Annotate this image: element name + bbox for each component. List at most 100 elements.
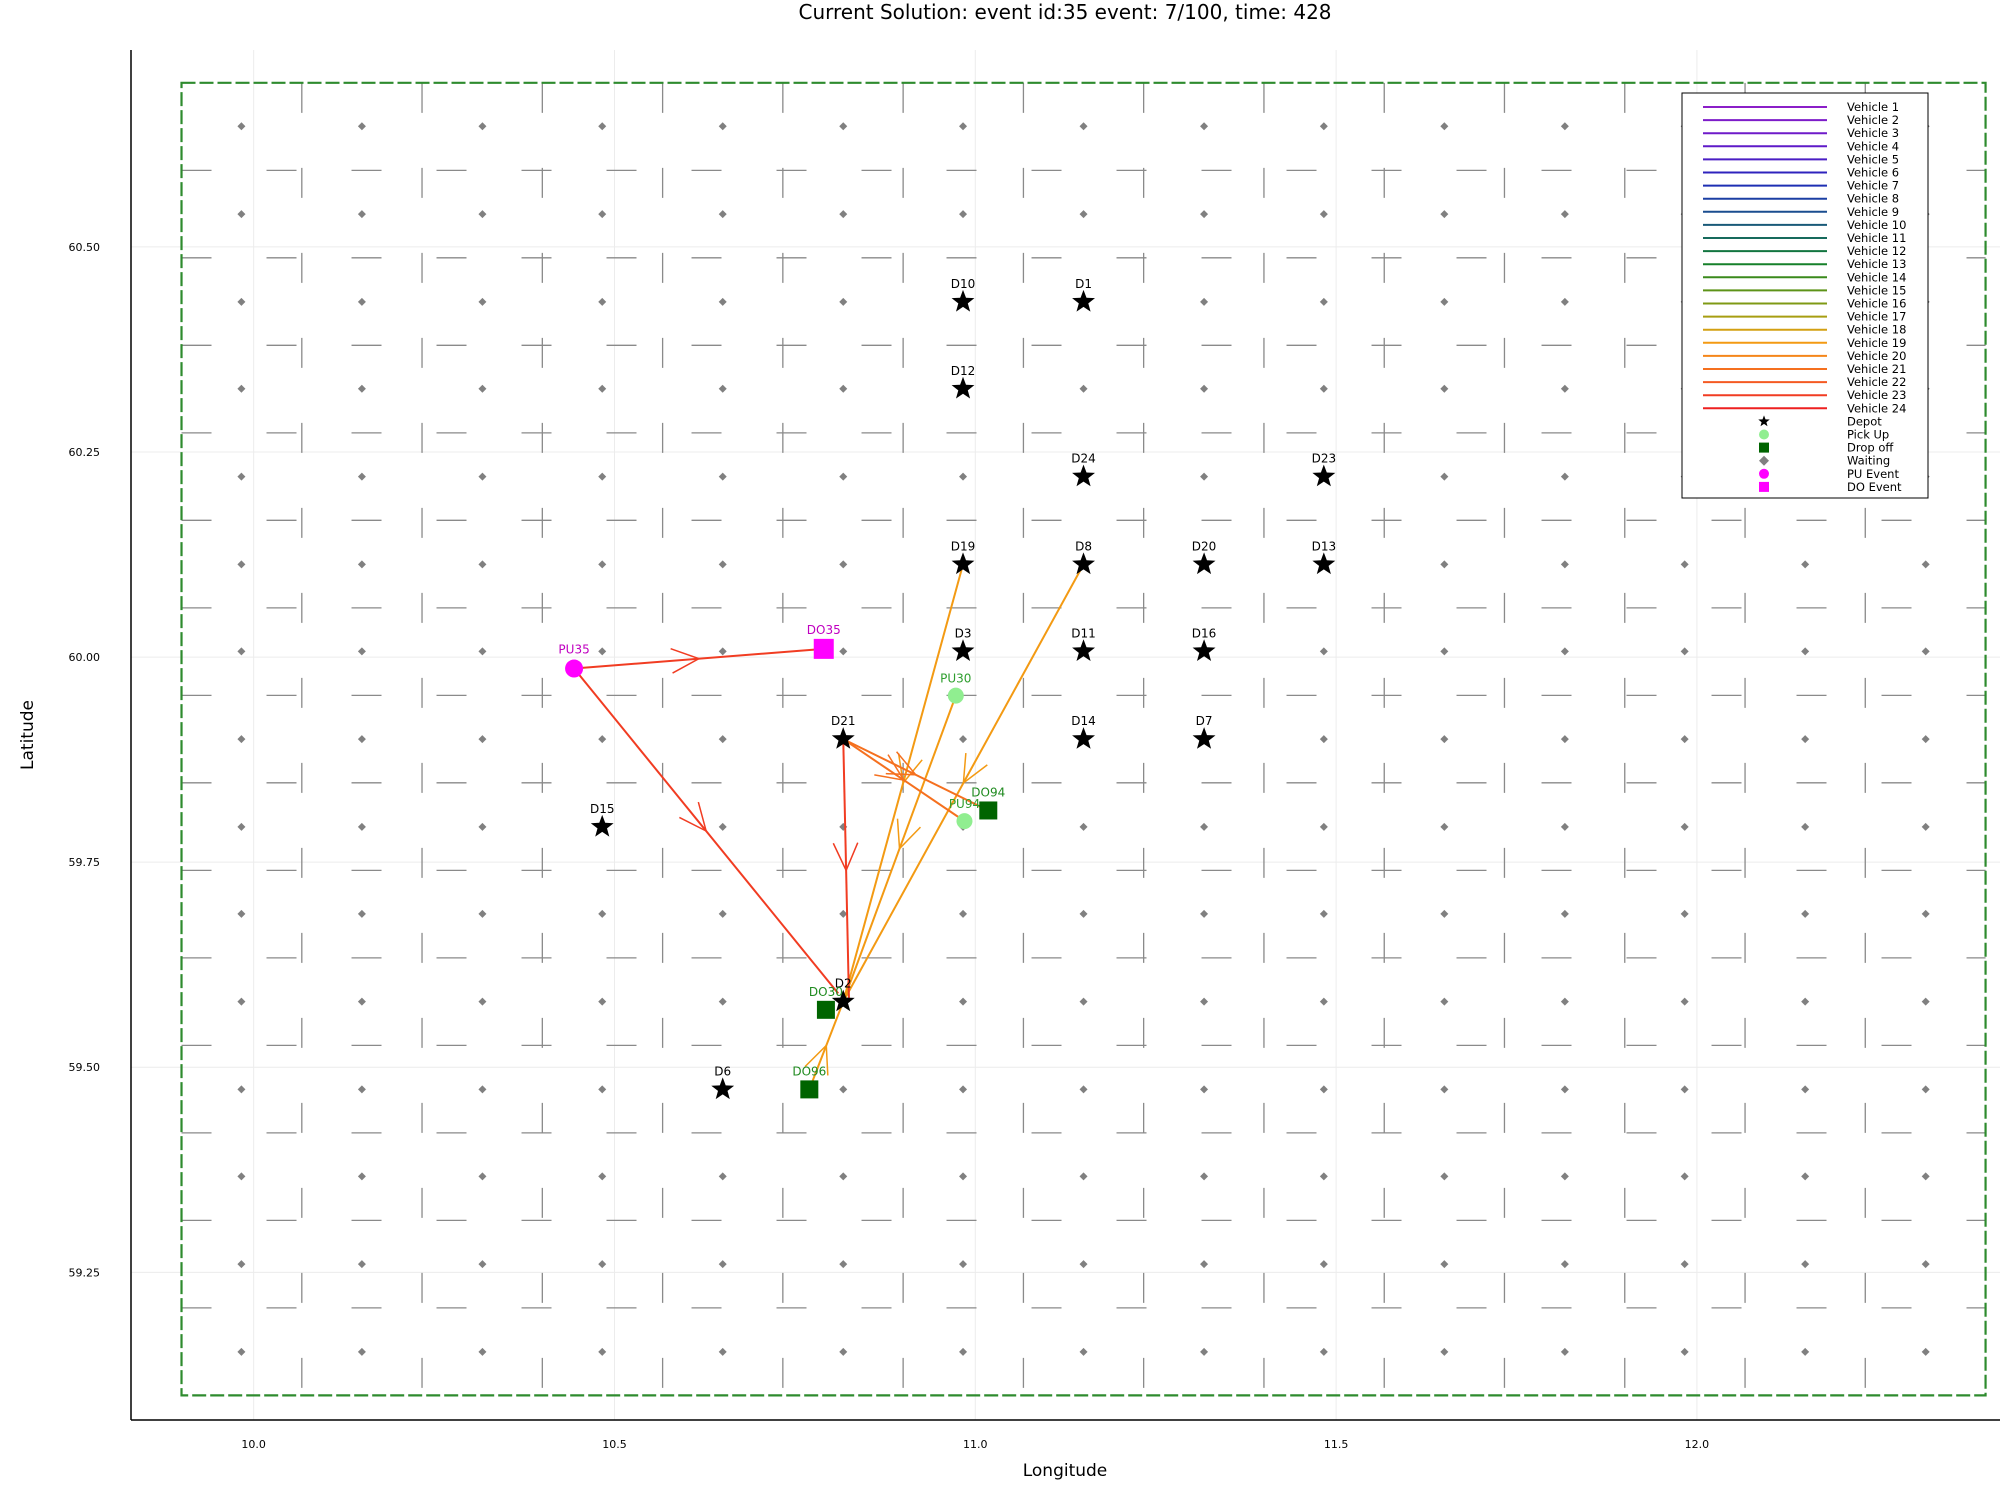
depot-label: D19 <box>951 539 976 553</box>
legend-label: Vehicle 3 <box>1847 126 1899 140</box>
waiting-point <box>1801 1347 1810 1356</box>
waiting-point <box>1921 647 1930 656</box>
route-arrow <box>832 842 859 873</box>
waiting-point <box>598 997 607 1006</box>
route-arrow <box>962 753 988 785</box>
waiting-point <box>357 1260 366 1269</box>
waiting-point <box>478 735 487 744</box>
waiting-point <box>1921 560 1930 569</box>
waiting-point <box>1921 1172 1930 1181</box>
route-arrow <box>897 753 923 785</box>
legend-label: Vehicle 9 <box>1847 205 1899 219</box>
waiting-point <box>1440 735 1449 744</box>
depot-label: D15 <box>590 802 615 816</box>
waiting-point <box>718 1260 727 1269</box>
depot-label: D1 <box>1075 277 1092 291</box>
y-tick-label: 59.25 <box>69 1266 101 1279</box>
waiting-point <box>598 1172 607 1181</box>
legend-box <box>1681 92 1929 499</box>
y-tick-label: 60.00 <box>69 651 101 664</box>
waiting-point <box>478 384 487 393</box>
waiting-point <box>1079 1172 1088 1181</box>
waiting-point <box>718 1347 727 1356</box>
waiting-point <box>1200 822 1209 831</box>
x-tick-label: 11.5 <box>1324 1438 1349 1451</box>
waiting-point <box>959 735 968 744</box>
waiting-point <box>357 735 366 744</box>
waiting-point <box>1440 647 1449 656</box>
event-label: PU35 <box>558 643 589 657</box>
waiting-point <box>718 909 727 918</box>
waiting-point <box>237 647 246 656</box>
chart-title: Current Solution: event id:35 event: 7/1… <box>798 0 1331 24</box>
legend-label: Vehicle 1 <box>1847 100 1899 114</box>
routes <box>573 563 1085 1090</box>
waiting-point <box>598 909 607 918</box>
waiting-point <box>718 384 727 393</box>
waiting-point <box>598 647 607 656</box>
waiting-point <box>478 1260 487 1269</box>
depot-marker <box>831 727 855 749</box>
waiting-point <box>1200 997 1209 1006</box>
waiting-point <box>1801 1085 1810 1094</box>
waiting-point <box>1680 735 1689 744</box>
waiting-point <box>718 1172 727 1181</box>
waiting-point <box>1921 822 1930 831</box>
route-arrow <box>670 647 701 674</box>
waiting-point <box>1921 1260 1930 1269</box>
pickup-marker <box>956 813 973 830</box>
legend-square-swatch <box>1759 442 1769 453</box>
waiting-point <box>357 560 366 569</box>
waiting-point <box>1921 997 1930 1006</box>
waiting-point <box>598 1347 607 1356</box>
waiting-point <box>1560 647 1569 656</box>
waiting-point <box>478 1347 487 1356</box>
legend-label: Drop off <box>1847 441 1894 455</box>
waiting-point <box>237 122 246 131</box>
legend-star-swatch <box>1758 415 1770 427</box>
y-tick-label: 60.50 <box>69 241 101 254</box>
waiting-point <box>1560 909 1569 918</box>
waiting-point <box>598 472 607 481</box>
waiting-point <box>1200 122 1209 131</box>
legend-label: Vehicle 5 <box>1847 152 1899 166</box>
service-region <box>180 81 1987 1397</box>
waiting-point <box>1200 297 1209 306</box>
depot-marker <box>1192 639 1216 661</box>
legend-label: DO Event <box>1847 480 1902 494</box>
x-axis-label: Longitude <box>1023 1461 1108 1481</box>
waiting-point <box>1440 1085 1449 1094</box>
pickup-label: PU30 <box>940 672 971 686</box>
waiting-point <box>478 647 487 656</box>
axes <box>130 50 2000 1421</box>
waiting-point <box>1680 822 1689 831</box>
waiting-point <box>839 1347 848 1356</box>
waiting-point <box>1440 384 1449 393</box>
waiting-point <box>1560 1260 1569 1269</box>
waiting-point <box>1079 122 1088 131</box>
waiting-point <box>237 1172 246 1181</box>
waiting-point <box>1440 210 1449 219</box>
waiting-point <box>1440 1260 1449 1269</box>
legend-circle-swatch <box>1759 429 1769 440</box>
waiting-point <box>1921 1347 1930 1356</box>
waiting-point <box>1440 909 1449 918</box>
waiting-point <box>718 210 727 219</box>
waiting-point <box>237 297 246 306</box>
route-arrow <box>804 1043 829 1076</box>
waiting-point <box>1440 297 1449 306</box>
waiting-point <box>598 735 607 744</box>
legend-label: Depot <box>1847 414 1882 428</box>
depot-marker <box>1072 289 1095 312</box>
dropoff-label: DO96 <box>792 1064 826 1078</box>
depot-label: D24 <box>1071 452 1096 466</box>
x-tick-label: 12.0 <box>1685 1438 1710 1451</box>
waiting-point <box>839 560 848 569</box>
depot-label: D20 <box>1192 539 1217 553</box>
waiting-point <box>1079 1085 1088 1094</box>
waiting-point <box>1560 560 1569 569</box>
depot-marker <box>1192 727 1216 749</box>
waiting-point <box>1319 909 1328 918</box>
